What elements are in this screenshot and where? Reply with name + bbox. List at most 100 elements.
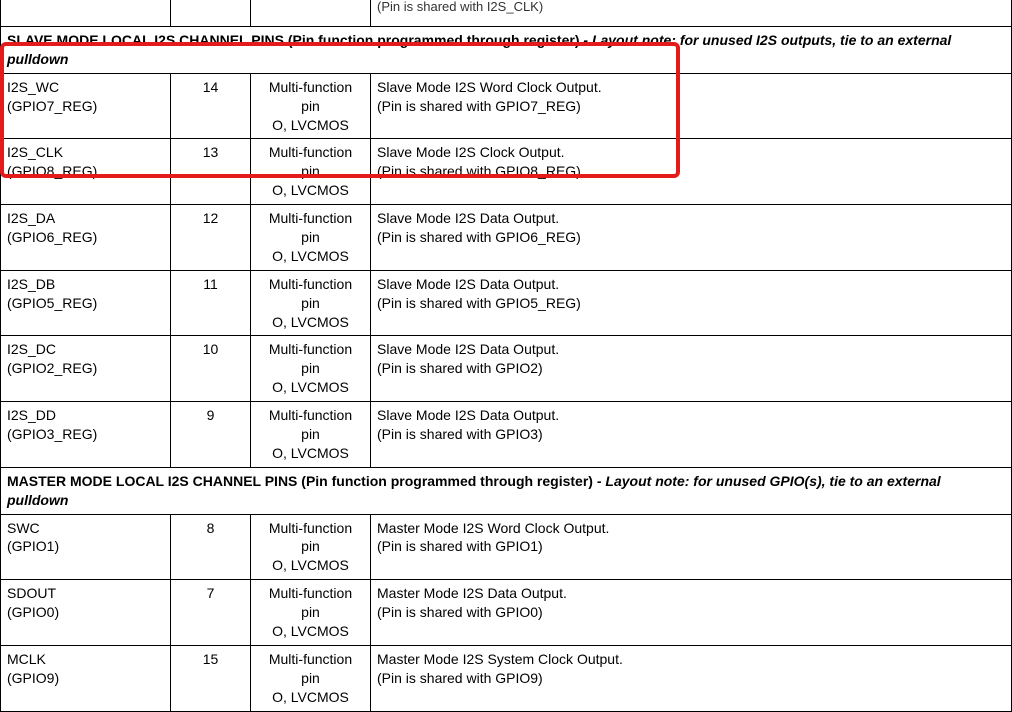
section-title-sep: - (593, 473, 605, 489)
pin-number: 14 (171, 73, 251, 139)
pin-cell: I2S_DB (GPIO5_REG) (1, 270, 171, 336)
pin-number: 10 (171, 336, 251, 402)
func-line: pin (301, 98, 320, 114)
section-header-cell: SLAVE MODE LOCAL I2S CHANNEL PINS (Pin f… (1, 27, 1012, 74)
fragment-cell (251, 0, 371, 27)
pin-number: 9 (171, 402, 251, 468)
func-line: pin (301, 426, 320, 442)
desc-line: Master Mode I2S System Clock Output. (377, 651, 623, 667)
pin-alt: (GPIO9) (7, 670, 59, 686)
pin-alt: (GPIO3_REG) (7, 426, 97, 442)
table-row: I2S_DA (GPIO6_REG) 12 Multi-function pin… (1, 205, 1012, 271)
desc-line: Slave Mode I2S Clock Output. (377, 144, 565, 160)
pin-cell: I2S_CLK (GPIO8_REG) (1, 139, 171, 205)
pin-func: Multi-function pin O, LVCMOS (251, 402, 371, 468)
desc-line: (Pin is shared with GPIO6_REG) (377, 229, 581, 245)
pin-name: I2S_WC (7, 79, 59, 95)
section-title-sep: - (579, 32, 591, 48)
pin-desc: Slave Mode I2S Data Output. (Pin is shar… (371, 270, 1012, 336)
func-line: O, LVCMOS (272, 623, 349, 639)
section-title-bold: MASTER MODE LOCAL I2S CHANNEL PINS (Pin … (7, 473, 593, 489)
pin-alt: (GPIO7_REG) (7, 98, 97, 114)
desc-line: (Pin is shared with GPIO9) (377, 670, 543, 686)
table-row: SWC (GPIO1) 8 Multi-function pin O, LVCM… (1, 514, 1012, 580)
pin-desc: Master Mode I2S Word Clock Output. (Pin … (371, 514, 1012, 580)
pin-alt: (GPIO6_REG) (7, 229, 97, 245)
fragment-cell: (Pin is shared with I2S_CLK) (371, 0, 1012, 27)
section-header-slave: SLAVE MODE LOCAL I2S CHANNEL PINS (Pin f… (1, 27, 1012, 74)
func-line: Multi-function (269, 144, 352, 160)
desc-line: (Pin is shared with GPIO5_REG) (377, 295, 581, 311)
desc-line: Slave Mode I2S Data Output. (377, 276, 559, 292)
func-line: O, LVCMOS (272, 379, 349, 395)
pin-desc: Slave Mode I2S Data Output. (Pin is shar… (371, 402, 1012, 468)
table-row-fragment: (Pin is shared with I2S_CLK) (1, 0, 1012, 27)
pin-name: I2S_DB (7, 276, 55, 292)
pin-func: Multi-function pin O, LVCMOS (251, 73, 371, 139)
pin-func: Multi-function pin O, LVCMOS (251, 270, 371, 336)
pin-number: 8 (171, 514, 251, 580)
pin-name: I2S_DA (7, 210, 55, 226)
pin-cell: I2S_DD (GPIO3_REG) (1, 402, 171, 468)
pin-name: I2S_DC (7, 341, 56, 357)
section-header-cell: MASTER MODE LOCAL I2S CHANNEL PINS (Pin … (1, 467, 1012, 514)
pin-alt: (GPIO0) (7, 604, 59, 620)
pin-desc: Master Mode I2S System Clock Output. (Pi… (371, 645, 1012, 711)
pin-cell: I2S_DA (GPIO6_REG) (1, 205, 171, 271)
pin-number: 7 (171, 580, 251, 646)
fragment-text: (Pin is shared with I2S_CLK) (377, 0, 1005, 16)
pinout-table: (Pin is shared with I2S_CLK) SLAVE MODE … (0, 0, 1012, 712)
desc-line: Master Mode I2S Word Clock Output. (377, 520, 609, 536)
desc-line: Slave Mode I2S Data Output. (377, 210, 559, 226)
func-line: O, LVCMOS (272, 248, 349, 264)
func-line: pin (301, 229, 320, 245)
table-row: I2S_DC (GPIO2_REG) 10 Multi-function pin… (1, 336, 1012, 402)
pin-cell: I2S_WC (GPIO7_REG) (1, 73, 171, 139)
page-container: (Pin is shared with I2S_CLK) SLAVE MODE … (0, 0, 1012, 712)
desc-line: Slave Mode I2S Data Output. (377, 341, 559, 357)
pin-func: Multi-function pin O, LVCMOS (251, 645, 371, 711)
func-line: O, LVCMOS (272, 557, 349, 573)
pin-number: 13 (171, 139, 251, 205)
pin-name: I2S_CLK (7, 144, 63, 160)
table-row: I2S_CLK (GPIO8_REG) 13 Multi-function pi… (1, 139, 1012, 205)
func-line: Multi-function (269, 520, 352, 536)
func-line: O, LVCMOS (272, 182, 349, 198)
table-row: I2S_WC (GPIO7_REG) 14 Multi-function pin… (1, 73, 1012, 139)
pin-name: SWC (7, 520, 40, 536)
pin-name: SDOUT (7, 585, 56, 601)
desc-line: Master Mode I2S Data Output. (377, 585, 567, 601)
pin-func: Multi-function pin O, LVCMOS (251, 139, 371, 205)
pin-func: Multi-function pin O, LVCMOS (251, 336, 371, 402)
pin-cell: MCLK (GPIO9) (1, 645, 171, 711)
func-line: O, LVCMOS (272, 445, 349, 461)
fragment-cell (171, 0, 251, 27)
func-line: Multi-function (269, 79, 352, 95)
pin-desc: Slave Mode I2S Data Output. (Pin is shar… (371, 336, 1012, 402)
pin-number: 11 (171, 270, 251, 336)
pin-cell: SDOUT (GPIO0) (1, 580, 171, 646)
table-row: SDOUT (GPIO0) 7 Multi-function pin O, LV… (1, 580, 1012, 646)
pin-desc: Slave Mode I2S Data Output. (Pin is shar… (371, 205, 1012, 271)
func-line: pin (301, 163, 320, 179)
pin-func: Multi-function pin O, LVCMOS (251, 580, 371, 646)
pin-number: 12 (171, 205, 251, 271)
func-line: O, LVCMOS (272, 689, 349, 705)
pin-desc: Slave Mode I2S Word Clock Output. (Pin i… (371, 73, 1012, 139)
desc-line: (Pin is shared with GPIO7_REG) (377, 98, 581, 114)
func-line: pin (301, 538, 320, 554)
desc-line: (Pin is shared with GPIO0) (377, 604, 543, 620)
pin-func: Multi-function pin O, LVCMOS (251, 205, 371, 271)
func-line: Multi-function (269, 276, 352, 292)
func-line: pin (301, 360, 320, 376)
desc-line: (Pin is shared with GPIO3) (377, 426, 543, 442)
func-line: pin (301, 604, 320, 620)
func-line: O, LVCMOS (272, 314, 349, 330)
section-title-bold: SLAVE MODE LOCAL I2S CHANNEL PINS (Pin f… (7, 32, 579, 48)
pin-alt: (GPIO1) (7, 538, 59, 554)
desc-line: (Pin is shared with GPIO1) (377, 538, 543, 554)
pin-cell: SWC (GPIO1) (1, 514, 171, 580)
func-line: Multi-function (269, 407, 352, 423)
pin-cell: I2S_DC (GPIO2_REG) (1, 336, 171, 402)
pin-desc: Slave Mode I2S Clock Output. (Pin is sha… (371, 139, 1012, 205)
